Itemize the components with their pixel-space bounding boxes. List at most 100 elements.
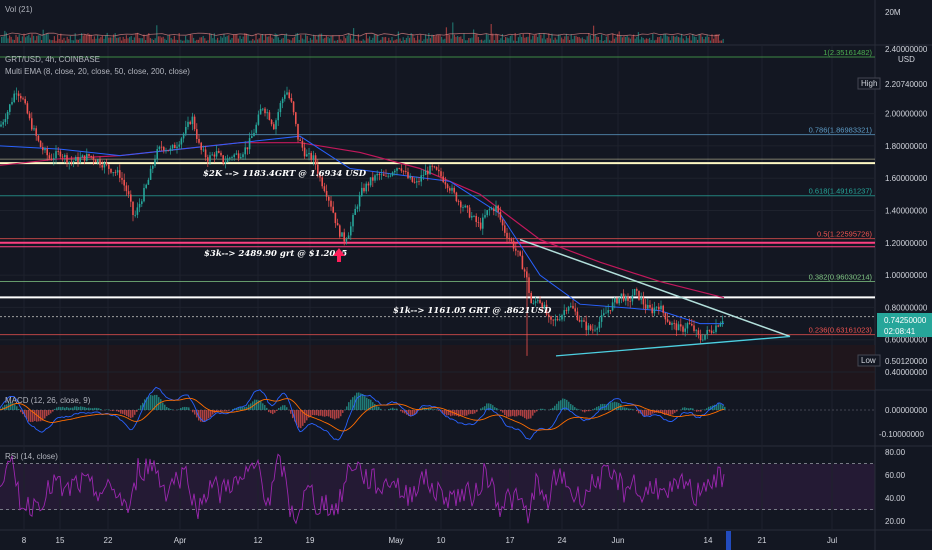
volume-bar — [657, 37, 659, 43]
volume-bar — [308, 40, 310, 43]
rsi-label[interactable]: RSI (14, close) — [5, 452, 58, 461]
candle-body — [512, 240, 515, 249]
volume-bar — [18, 34, 20, 43]
candle-body — [163, 147, 165, 151]
volume-bar — [321, 33, 323, 43]
macd-histogram-bar — [210, 410, 212, 417]
macd-histogram-bar — [244, 406, 246, 410]
triangle-lower-line[interactable] — [555, 335, 791, 357]
candle-body — [631, 295, 634, 302]
macd-histogram-bar — [468, 410, 470, 415]
volume-bar — [2, 36, 4, 43]
volume-bar — [612, 33, 614, 43]
candle-body — [145, 184, 147, 188]
macd-histogram-bar — [558, 401, 560, 410]
volume-bar — [429, 38, 431, 43]
macd-histogram-bar — [672, 410, 674, 415]
volume-bar — [605, 36, 607, 43]
volume-bar — [309, 38, 311, 43]
volume-bar — [121, 40, 123, 43]
candle-body — [290, 98, 293, 102]
macd-histogram-bar — [520, 410, 522, 416]
volume-bar — [324, 37, 326, 43]
candle-body — [554, 319, 557, 321]
candle-body — [402, 170, 405, 172]
volume-bar — [407, 35, 409, 43]
macd-histogram-bar — [26, 410, 28, 419]
candle-body — [94, 159, 97, 163]
candle-body — [275, 120, 277, 130]
volume-axis-label: 20M — [885, 8, 901, 17]
candle-body — [614, 298, 616, 303]
macd-histogram-bar — [246, 406, 248, 410]
volume-bar — [345, 38, 347, 43]
candle-body — [468, 207, 471, 218]
volume-bar — [335, 40, 337, 43]
volume-bar — [458, 37, 460, 43]
candle-body — [600, 315, 603, 322]
volume-bar — [273, 38, 275, 43]
macd-histogram-bar — [276, 410, 278, 411]
macd-histogram-bar — [132, 410, 134, 418]
current-price: 0.74250000 — [884, 316, 927, 325]
countdown: 02:08:41 — [884, 327, 916, 336]
volume-bar — [29, 37, 31, 43]
candle-body — [585, 321, 587, 331]
volume-bar — [201, 37, 203, 43]
volume-bar — [236, 34, 238, 43]
volume-bar — [441, 36, 443, 43]
volume-bar — [505, 36, 507, 43]
macd-histogram-bar — [722, 405, 724, 410]
macd-label[interactable]: MACD (12, 26, close, 9) — [5, 396, 91, 405]
candle-body — [259, 108, 262, 115]
triangle-pattern[interactable] — [519, 238, 791, 357]
candle-body — [2, 122, 4, 125]
volume-bar — [410, 33, 412, 43]
symbol-title[interactable]: GRT/USD, 4h, COINBASE — [5, 55, 100, 64]
volume-bar — [629, 38, 631, 43]
volume-bar — [37, 35, 39, 43]
volume-bar — [378, 40, 380, 43]
macd-histogram-bar — [378, 406, 380, 410]
macd-histogram-bar — [76, 406, 78, 410]
macd-histogram-bar — [554, 405, 556, 410]
price-axis[interactable]: 2.00000000 1.80000000 1.60000000 1.40000000… — [885, 110, 928, 377]
volume-bar — [567, 36, 569, 43]
volume-bar — [207, 40, 209, 43]
candle-body — [204, 149, 207, 158]
candle-body — [499, 211, 502, 220]
macd-histogram-bar — [268, 410, 270, 413]
candle-body — [103, 162, 106, 168]
macd-histogram-bar — [550, 408, 552, 410]
indicator-label[interactable]: Multi EMA (8, close, 20, close, 50, clos… — [5, 67, 190, 76]
volume-bar — [269, 34, 271, 43]
volume-bar — [434, 36, 436, 43]
triangle-upper-line[interactable] — [519, 238, 791, 338]
macd-histogram-bar — [116, 410, 118, 412]
macd-histogram-bar — [410, 410, 412, 417]
candle-body — [596, 328, 598, 330]
volume-bar — [327, 36, 329, 43]
macd-histogram-bar — [52, 410, 54, 412]
macd-histogram-bar — [66, 407, 68, 410]
volume-bar — [665, 34, 667, 43]
fib-level-label: 0.5(1.22595726) — [817, 230, 873, 239]
volume-bar — [341, 40, 343, 43]
candle-body — [532, 302, 535, 304]
volume-bar — [132, 39, 134, 43]
macd-histogram-bar — [724, 406, 726, 410]
volume-bar — [490, 24, 492, 43]
time-axis[interactable]: 8 15 22 Apr 12 19 May 10 17 24 Jun 14 21 Jul — [22, 531, 838, 550]
macd-histogram-bar — [86, 407, 88, 410]
volume-bar — [210, 33, 212, 43]
candle-body — [251, 136, 253, 139]
candle-body — [187, 121, 189, 127]
volume-bar — [591, 39, 593, 43]
volume-bar — [292, 37, 294, 43]
macd-histogram-bar — [156, 394, 158, 410]
price-tick: 1.60000000 — [885, 174, 928, 183]
macd-histogram-bar — [286, 407, 288, 410]
fib-level-label: 0.236(0.63161023) — [809, 326, 873, 335]
candle-body — [325, 190, 328, 197]
